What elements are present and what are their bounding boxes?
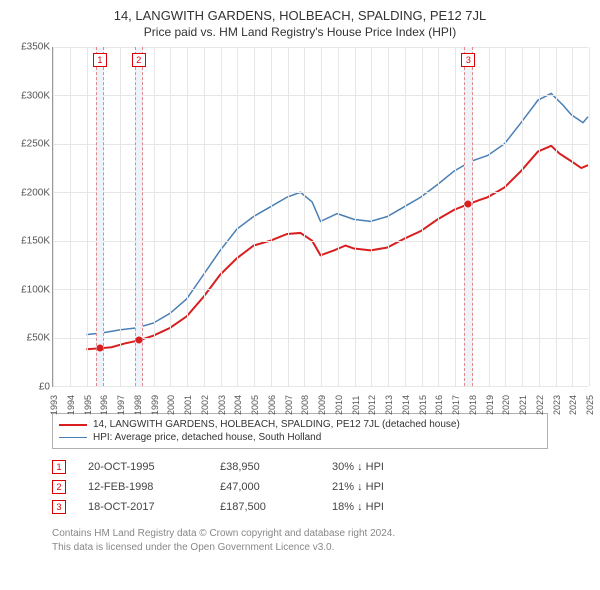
- x-tick-label: 2009: [317, 395, 327, 415]
- transaction-price: £38,950: [220, 461, 310, 473]
- x-tick-label: 2016: [434, 395, 444, 415]
- plot-area: 1 2 3: [52, 47, 588, 387]
- x-tick-label: 2000: [166, 395, 176, 415]
- transaction-number: 3: [52, 500, 66, 514]
- legend-label: HPI: Average price, detached house, Sout…: [93, 432, 321, 443]
- transaction-price: £47,000: [220, 481, 310, 493]
- page-subtitle: Price paid vs. HM Land Registry's House …: [8, 25, 592, 39]
- y-tick-label: £50K: [8, 333, 50, 344]
- x-tick-label: 2025: [585, 395, 595, 415]
- x-tick-label: 2015: [418, 395, 428, 415]
- transaction-marker: 2: [132, 53, 146, 67]
- y-tick-label: £0: [8, 382, 50, 393]
- x-tick-label: 2008: [300, 395, 310, 415]
- footer-line: This data is licensed under the Open Gov…: [52, 541, 548, 555]
- x-tick-label: 1993: [49, 395, 59, 415]
- x-tick-label: 2012: [367, 395, 377, 415]
- transaction-band: [96, 47, 104, 386]
- x-tick-label: 2013: [384, 395, 394, 415]
- x-tick-label: 2001: [183, 395, 193, 415]
- legend-row: 14, LANGWITH GARDENS, HOLBEACH, SPALDING…: [59, 418, 541, 431]
- legend-label: 14, LANGWITH GARDENS, HOLBEACH, SPALDING…: [93, 419, 460, 430]
- x-tick-label: 2024: [568, 395, 578, 415]
- legend: 14, LANGWITH GARDENS, HOLBEACH, SPALDING…: [52, 413, 548, 449]
- x-tick-label: 2006: [267, 395, 277, 415]
- x-tick-label: 2005: [250, 395, 260, 415]
- transaction-dot: [96, 345, 103, 352]
- transaction-date: 18-OCT-2017: [88, 501, 198, 513]
- transaction-number: 2: [52, 480, 66, 494]
- y-tick-label: £200K: [8, 187, 50, 198]
- price-chart: £0£50K£100K£150K£200K£250K£300K£350K 123…: [8, 47, 592, 407]
- page-title: 14, LANGWITH GARDENS, HOLBEACH, SPALDING…: [8, 8, 592, 23]
- transaction-marker: 1: [93, 53, 107, 67]
- footer-line: Contains HM Land Registry data © Crown c…: [52, 527, 548, 541]
- x-tick-label: 2002: [200, 395, 210, 415]
- x-tick-label: 2011: [351, 396, 361, 415]
- transaction-price: £187,500: [220, 501, 310, 513]
- transaction-dot: [135, 337, 142, 344]
- x-tick-label: 1997: [116, 395, 126, 415]
- attribution-footer: Contains HM Land Registry data © Crown c…: [52, 527, 548, 554]
- y-tick-label: £100K: [8, 284, 50, 295]
- x-tick-label: 1998: [133, 395, 143, 415]
- x-tick-label: 1999: [150, 395, 160, 415]
- transaction-marker: 3: [461, 53, 475, 67]
- transaction-row: 3 18-OCT-2017 £187,500 18% ↓ HPI: [52, 497, 548, 517]
- transaction-band: [135, 47, 143, 386]
- y-tick-label: £250K: [8, 139, 50, 150]
- x-tick-label: 2017: [451, 395, 461, 415]
- x-tick-label: 1996: [99, 395, 109, 415]
- transaction-row: 2 12-FEB-1998 £47,000 21% ↓ HPI: [52, 477, 548, 497]
- x-axis: 1993199419951996199719981999200020012002…: [52, 387, 588, 407]
- transaction-row: 1 20-OCT-1995 £38,950 30% ↓ HPI: [52, 457, 548, 477]
- x-tick-label: 2004: [233, 395, 243, 415]
- x-tick-label: 2021: [518, 395, 528, 415]
- transaction-diff: 21% ↓ HPI: [332, 481, 384, 493]
- x-tick-label: 1995: [83, 395, 93, 415]
- x-tick-label: 1994: [66, 395, 76, 415]
- x-tick-label: 2020: [501, 395, 511, 415]
- x-tick-label: 2023: [552, 395, 562, 415]
- x-tick-label: 2007: [284, 395, 294, 415]
- y-tick-label: £150K: [8, 236, 50, 247]
- transaction-number: 1: [52, 460, 66, 474]
- y-tick-label: £350K: [8, 42, 50, 53]
- x-tick-label: 2018: [468, 395, 478, 415]
- transaction-dot: [465, 200, 472, 207]
- x-tick-label: 2003: [217, 395, 227, 415]
- transaction-band: [464, 47, 472, 386]
- transaction-table: 1 20-OCT-1995 £38,950 30% ↓ HPI 2 12-FEB-1998…: [52, 457, 548, 517]
- transaction-date: 20-OCT-1995: [88, 461, 198, 473]
- y-axis: £0£50K£100K£150K£200K£250K£300K£350K: [8, 47, 52, 387]
- transaction-date: 12-FEB-1998: [88, 481, 198, 493]
- x-tick-label: 2022: [535, 395, 545, 415]
- y-tick-label: £300K: [8, 90, 50, 101]
- x-tick-label: 2014: [401, 395, 411, 415]
- x-tick-label: 2019: [485, 395, 495, 415]
- transaction-diff: 30% ↓ HPI: [332, 461, 384, 473]
- legend-row: HPI: Average price, detached house, Sout…: [59, 431, 541, 444]
- legend-swatch: [59, 424, 87, 426]
- x-tick-label: 2010: [334, 395, 344, 415]
- transaction-diff: 18% ↓ HPI: [332, 501, 384, 513]
- legend-swatch: [59, 437, 87, 438]
